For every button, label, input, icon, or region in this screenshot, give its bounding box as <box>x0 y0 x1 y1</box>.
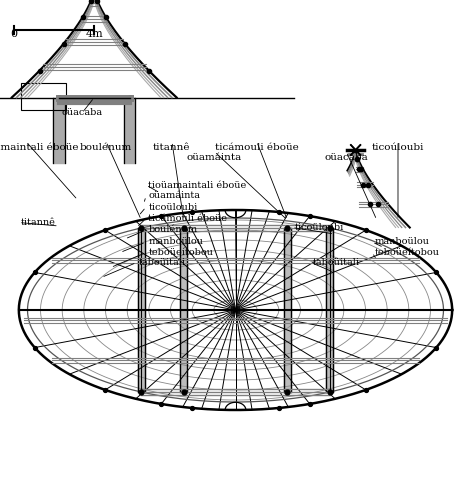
Text: ticámouli éboüe: ticámouli éboüe <box>215 142 299 152</box>
Text: teboüeítobou: teboüeítobou <box>148 248 213 257</box>
Text: titannê: titannê <box>153 142 191 152</box>
Text: ticoüloubi: ticoüloubi <box>294 223 344 232</box>
Text: ticoüloubi: ticoüloubi <box>148 202 198 211</box>
Text: 0: 0 <box>10 29 18 39</box>
Text: ticoúloubi: ticoúloubi <box>372 142 424 152</box>
Bar <box>21 82 66 110</box>
Text: manboülou: manboülou <box>374 238 430 246</box>
Text: taboüitali: taboüitali <box>313 258 360 267</box>
Text: oüamáinta: oüamáinta <box>187 152 242 162</box>
Text: manboülou: manboülou <box>148 238 203 246</box>
Text: 4m: 4m <box>85 29 103 39</box>
Text: oüacaba: oüacaba <box>62 108 103 117</box>
Text: oüacaba: oüacaba <box>325 152 368 162</box>
Text: boulénum: boulénum <box>148 226 197 234</box>
Text: oüamáinta: oüamáinta <box>148 192 200 200</box>
Text: taboüitali: taboüitali <box>139 258 186 267</box>
Text: boulénum: boulénum <box>80 142 132 152</box>
Text: tioüamaintali éboüe: tioüamaintali éboüe <box>0 142 78 152</box>
Text: tioüamaintali éboüe: tioüamaintali éboüe <box>148 180 247 190</box>
Text: titannê: titannê <box>21 218 56 227</box>
Text: teboüeítobou: teboüeítobou <box>374 248 439 257</box>
Text: ticámouli éboüe: ticámouli éboüe <box>148 214 227 223</box>
